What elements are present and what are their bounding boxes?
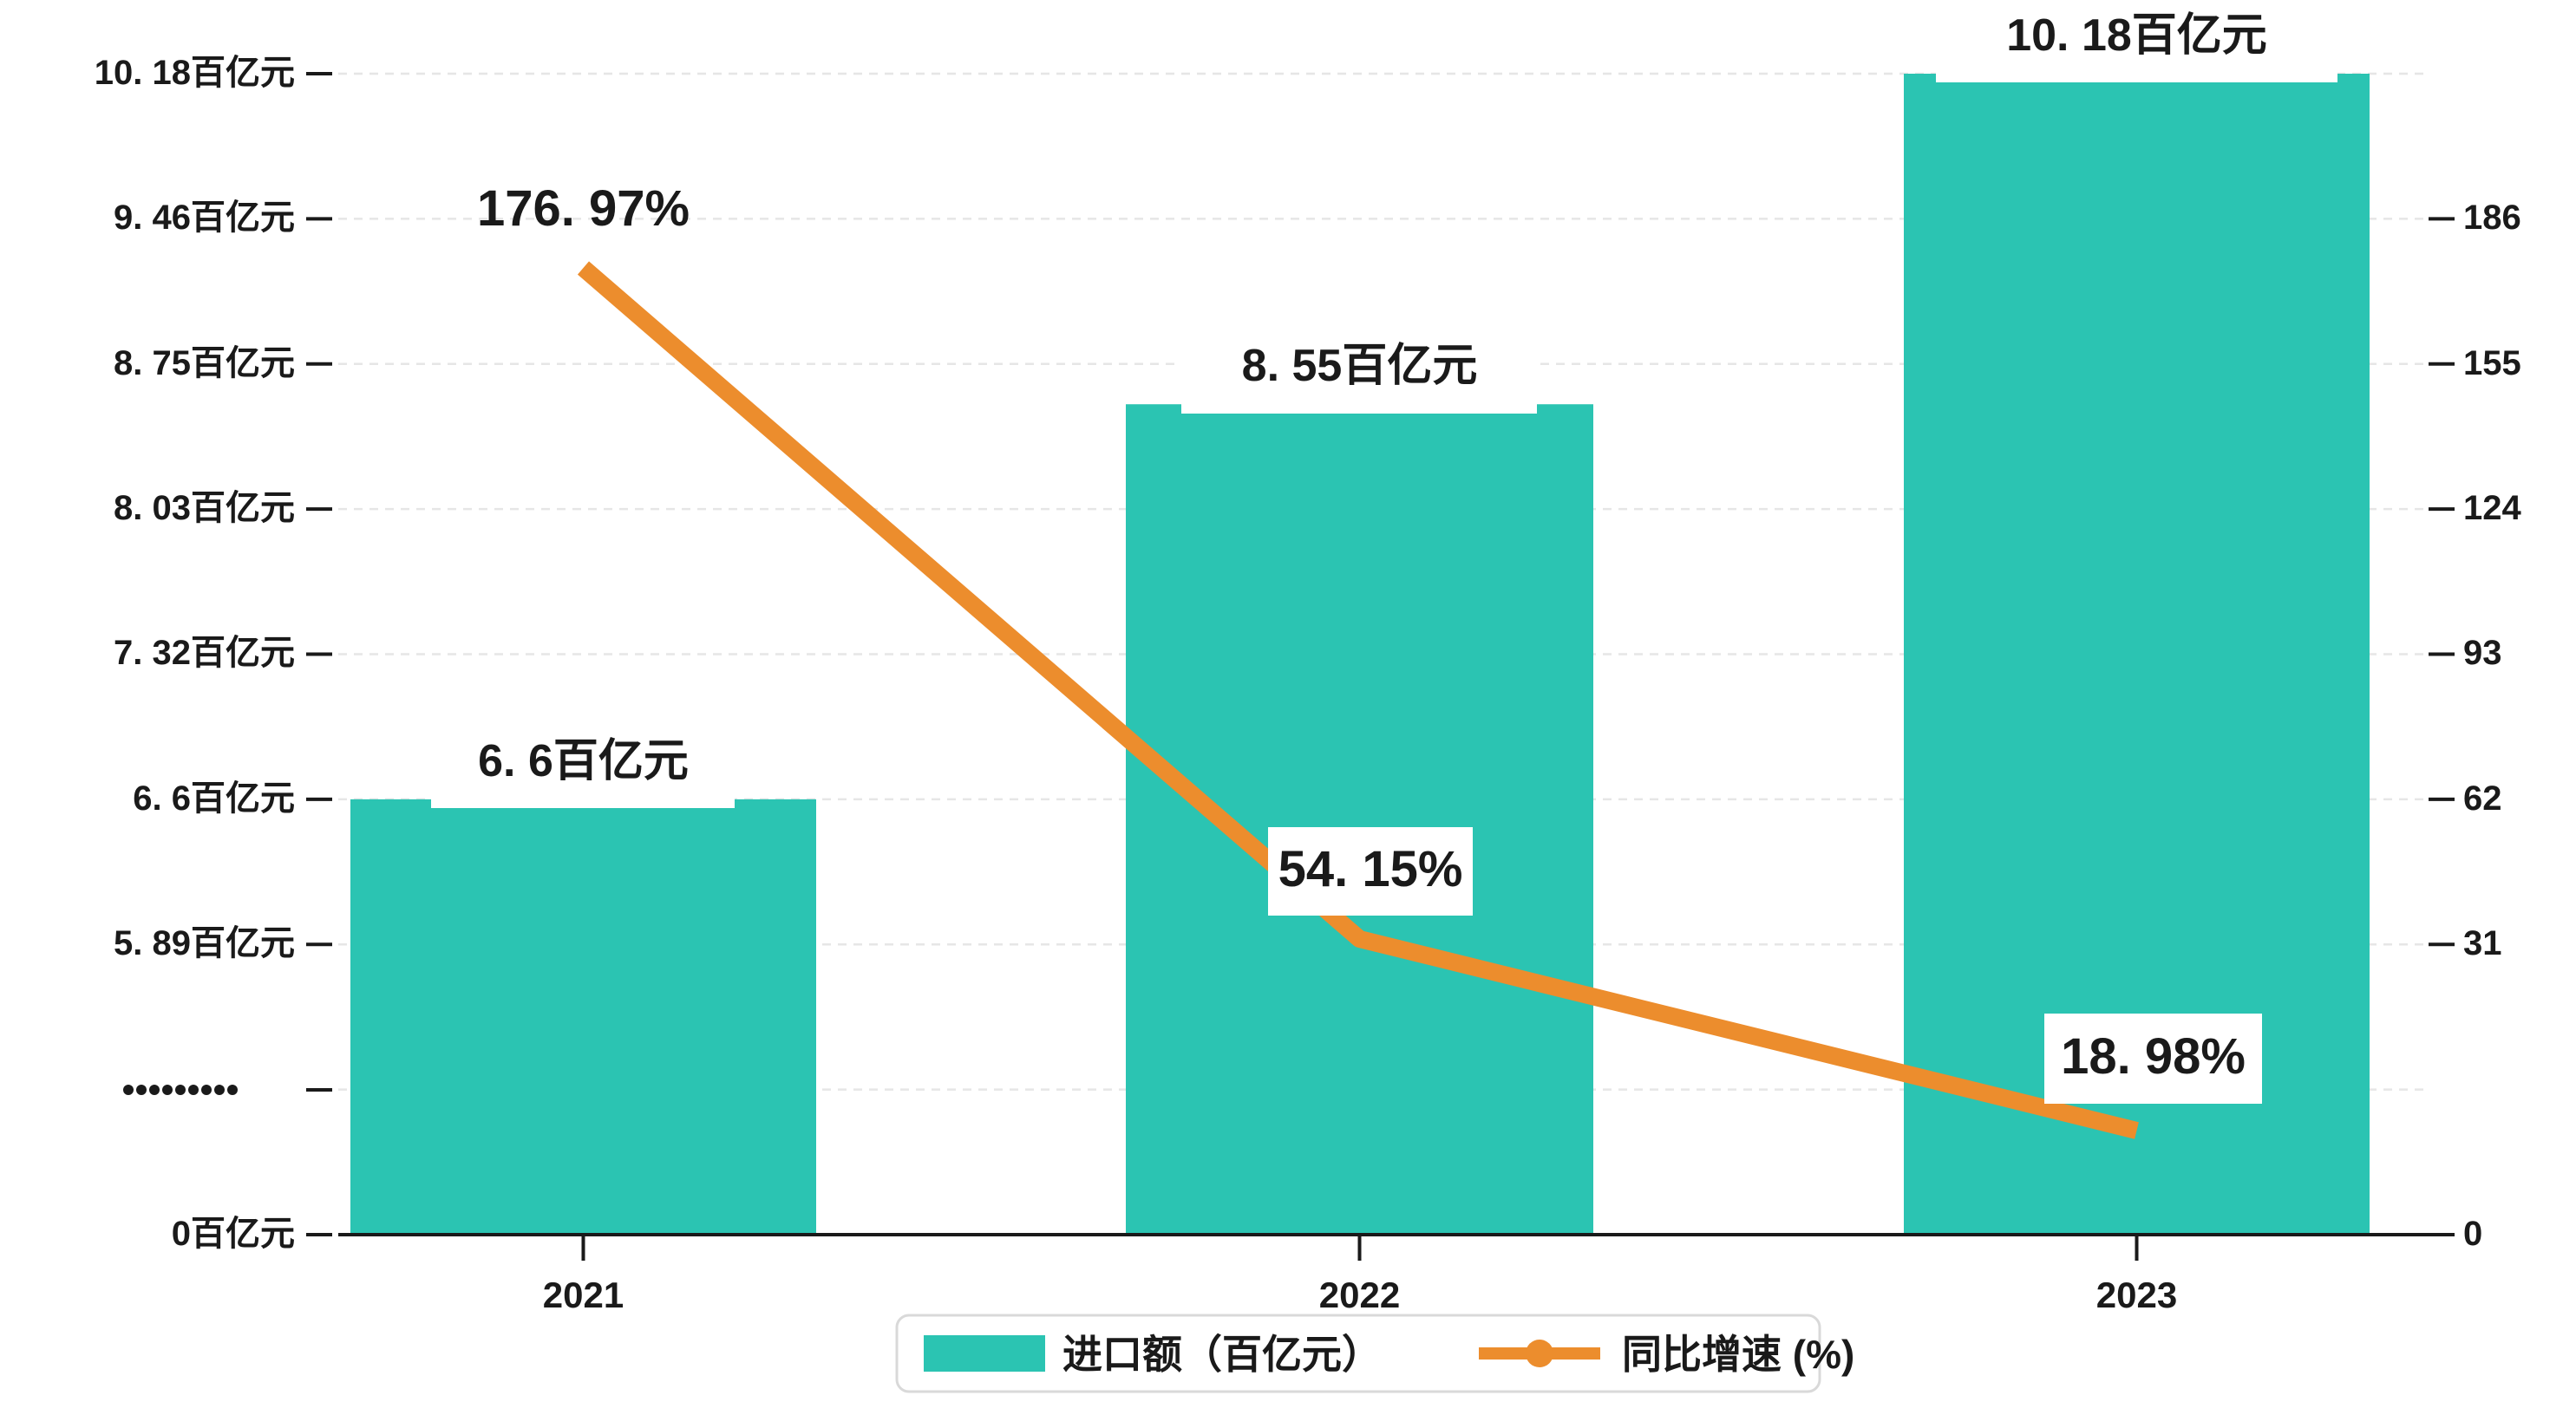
svg-text:8. 55百亿元: 8. 55百亿元 xyxy=(1242,341,1478,391)
svg-text:176. 97%: 176. 97% xyxy=(477,180,690,237)
svg-text:10. 18百亿元: 10. 18百亿元 xyxy=(95,54,295,92)
svg-text:62: 62 xyxy=(2463,779,2502,818)
svg-text:9. 46百亿元: 9. 46百亿元 xyxy=(114,199,295,237)
svg-text:2022: 2022 xyxy=(1319,1275,1400,1315)
svg-text:7. 32百亿元: 7. 32百亿元 xyxy=(114,634,295,672)
svg-text:0: 0 xyxy=(2463,1215,2482,1253)
svg-text:2023: 2023 xyxy=(2096,1275,2177,1315)
svg-text:6. 6百亿元: 6. 6百亿元 xyxy=(133,779,295,818)
svg-text:31: 31 xyxy=(2463,924,2502,962)
svg-text:进口额（百亿元）: 进口额（百亿元） xyxy=(1062,1332,1382,1377)
svg-text:18. 98%: 18. 98% xyxy=(2061,1028,2246,1085)
svg-text:93: 93 xyxy=(2463,634,2502,672)
svg-text:155: 155 xyxy=(2463,344,2521,382)
svg-text:54. 15%: 54. 15% xyxy=(1278,841,1463,897)
svg-text:5. 89百亿元: 5. 89百亿元 xyxy=(114,924,295,962)
svg-text:6. 6百亿元: 6. 6百亿元 xyxy=(478,736,689,786)
svg-text:0百亿元: 0百亿元 xyxy=(172,1215,295,1253)
svg-text:8. 75百亿元: 8. 75百亿元 xyxy=(114,344,295,382)
svg-text:2021: 2021 xyxy=(543,1275,624,1315)
svg-text:8. 03百亿元: 8. 03百亿元 xyxy=(114,489,295,527)
svg-text:186: 186 xyxy=(2463,199,2521,237)
svg-text:同比增速 (%): 同比增速 (%) xyxy=(1622,1332,1854,1377)
svg-text:10. 18百亿元: 10. 18百亿元 xyxy=(2006,10,2267,61)
svg-text:124: 124 xyxy=(2463,489,2521,527)
